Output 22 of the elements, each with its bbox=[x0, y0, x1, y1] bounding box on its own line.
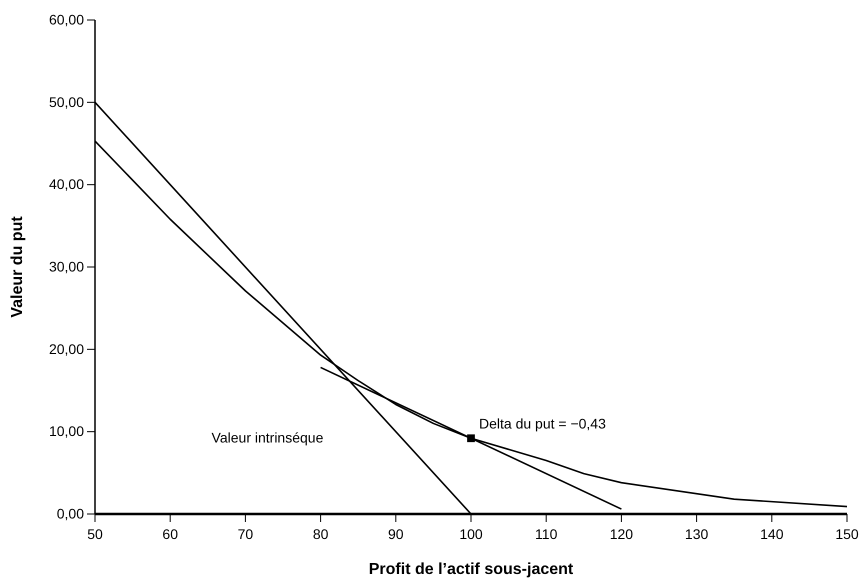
x-tick-label: 120 bbox=[610, 526, 634, 542]
x-axis-title: Profit de l’actif sous-jacent bbox=[368, 561, 574, 578]
x-tick-label: 60 bbox=[162, 526, 178, 542]
y-axis-title: Valeur du put bbox=[9, 216, 26, 318]
annotation: Valeur intrinséque bbox=[212, 429, 324, 446]
x-tick-label: 130 bbox=[684, 526, 708, 542]
x-tick-label: 70 bbox=[238, 526, 254, 542]
y-tick-label: 50,00 bbox=[48, 94, 84, 110]
x-tick-label: 140 bbox=[760, 526, 784, 542]
y-tick-label: 10,00 bbox=[48, 423, 84, 440]
y-tick-label: 20,00 bbox=[48, 340, 84, 357]
y-tick-label: 0,00 bbox=[56, 505, 84, 522]
y-tick-label: 60,00 bbox=[48, 11, 84, 28]
x-tick-label: 150 bbox=[835, 526, 859, 542]
y-tick-label: 40,00 bbox=[48, 176, 84, 192]
x-tick-label: 110 bbox=[535, 526, 558, 542]
y-tick-label: 30,00 bbox=[48, 258, 84, 274]
x-tick-label: 80 bbox=[312, 526, 329, 542]
x-tick-label: 90 bbox=[388, 526, 404, 542]
annotation: Delta du put = −0,43 bbox=[479, 415, 606, 432]
x-tick-label: 100 bbox=[459, 526, 483, 542]
x-tick-label: 50 bbox=[87, 526, 103, 542]
